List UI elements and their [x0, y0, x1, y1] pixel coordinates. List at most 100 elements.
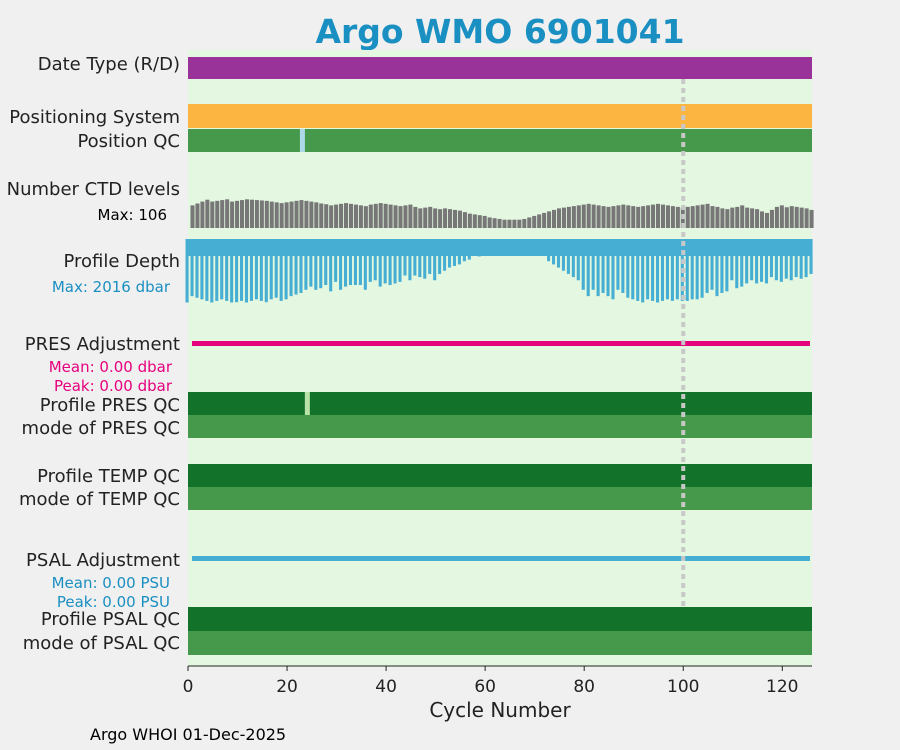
profile-depth-bar: [626, 239, 630, 298]
ctd-levels-bar: [368, 204, 373, 228]
profile-depth-bar: [205, 239, 209, 301]
ctd-levels-bar: [344, 203, 349, 228]
profile-depth-bar: [750, 239, 754, 281]
ctd-levels-bar: [428, 206, 433, 228]
profile-depth-bar: [755, 239, 759, 284]
pres-adjustment-mean: Mean: 0.00 dbar: [49, 358, 173, 376]
ctd-levels-bar: [353, 204, 358, 228]
profile-depth-bar: [259, 239, 263, 301]
ctd-levels-bar: [542, 212, 547, 228]
footer-text: Argo WHOI 01-Dec-2025: [90, 725, 287, 744]
profile-depth-bar: [264, 239, 268, 303]
ctd-levels-bar: [319, 203, 324, 228]
profile-depth-bar: [745, 239, 749, 284]
profile-depth-bar: [195, 239, 199, 298]
profile-depth-bar: [631, 239, 635, 300]
ctd-levels-bar: [403, 205, 408, 228]
row-label-position-qc: Position QC: [77, 131, 180, 152]
ctd-levels-bar: [274, 202, 279, 228]
x-axis-label: Cycle Number: [429, 698, 571, 722]
profile-depth-bar: [784, 239, 788, 279]
profile-depth-bar: [348, 239, 353, 286]
ctd-levels-bar: [210, 201, 215, 228]
ctd-levels-bar: [616, 205, 621, 228]
ctd-levels-bar: [264, 200, 269, 228]
profile-depth-bar: [319, 239, 323, 289]
ctd-levels-bar: [581, 204, 586, 228]
ctd-levels-bar: [334, 204, 339, 228]
profile-depth-bar: [289, 239, 293, 297]
ctd-levels-bar: [423, 207, 428, 228]
ctd-levels-bar: [294, 200, 299, 228]
ctd-levels-bar: [591, 204, 596, 228]
profile-depth-bar: [363, 239, 367, 290]
profile-depth-bar: [225, 239, 229, 301]
ctd-levels-bar: [789, 206, 794, 228]
position-qc-exception: [299, 129, 305, 152]
profile-depth-bar: [210, 239, 214, 303]
profile-depth-bar: [646, 239, 650, 300]
profile-depth-bar: [269, 239, 273, 300]
ctd-levels-bar: [259, 200, 264, 228]
row-label-profile-psal-qc: Profile PSAL QC: [41, 609, 180, 630]
profile-depth-bar: [794, 239, 798, 278]
ctd-levels-bar: [621, 204, 626, 228]
profile-depth-bar: [244, 239, 249, 303]
ctd-levels-bar: [675, 206, 680, 228]
ctd-levels-bar: [532, 215, 537, 228]
ctd-levels-bar: [314, 202, 319, 228]
ctd-levels-bar: [745, 207, 750, 228]
ctd-levels-bar: [760, 211, 765, 228]
ctd-levels-bar: [552, 209, 557, 228]
profile-depth-bar: [764, 239, 769, 284]
mode-psal-qc-band: [188, 631, 812, 655]
profile-depth-bar: [353, 239, 357, 286]
profile-depth-bar: [254, 239, 258, 300]
ctd-levels-bar: [457, 210, 462, 228]
pres-qc-exception: [304, 392, 310, 415]
profile-depth-bar: [235, 239, 239, 303]
profile-pres-qc-band: [188, 392, 812, 415]
ctd-levels-bar: [735, 206, 740, 228]
ctd-levels-bar: [378, 203, 383, 228]
profile-depth-bar: [185, 239, 189, 303]
ctd-levels-bar: [339, 203, 344, 228]
ctd-levels-bar: [324, 204, 329, 228]
ctd-levels-bar: [230, 201, 235, 228]
ctd-levels-bar: [769, 209, 774, 228]
ctd-levels-bar: [631, 206, 636, 228]
chart-bars-group: [185, 57, 814, 655]
profile-depth-bar: [730, 239, 734, 281]
profile-depth-bar: [393, 239, 397, 284]
profile-depth-bar: [299, 239, 303, 293]
ctd-levels-bar: [779, 205, 784, 228]
profile-depth-bar: [571, 239, 575, 278]
ctd-levels-bar: [433, 208, 438, 228]
profile-depth-bar: [695, 239, 699, 300]
x-tick-label: 100: [667, 677, 699, 697]
ctd-levels-bar: [571, 206, 576, 228]
ctd-levels-bar: [304, 200, 309, 228]
profile-depth-bar: [606, 239, 610, 297]
mode-pres-qc-band: [188, 415, 812, 438]
ctd-levels-bar: [448, 209, 453, 228]
ctd-levels-bar: [586, 203, 591, 228]
ctd-levels-bar: [522, 218, 527, 228]
positioning-system-band: [188, 104, 812, 128]
ctd-levels-bar: [601, 206, 606, 228]
ctd-levels-bar: [220, 200, 225, 228]
profile-depth-bar: [433, 239, 437, 281]
ctd-levels-bar: [755, 209, 760, 228]
ctd-levels-bar: [482, 215, 487, 228]
row-label-mode-psal-qc: mode of PSAL QC: [23, 633, 180, 654]
ctd-levels-bar: [254, 200, 259, 228]
ctd-levels-bar: [576, 205, 581, 228]
profile-depth-bar: [294, 239, 298, 295]
ctd-levels-bar: [700, 204, 705, 228]
ctd-levels-bar: [720, 208, 725, 228]
profile-depth-bar: [685, 239, 689, 301]
ctd-levels-bar: [561, 207, 566, 228]
ctd-levels-bar: [690, 206, 695, 228]
profile-depth-bar: [581, 239, 585, 290]
row-label-positioning-system: Positioning System: [9, 107, 180, 128]
